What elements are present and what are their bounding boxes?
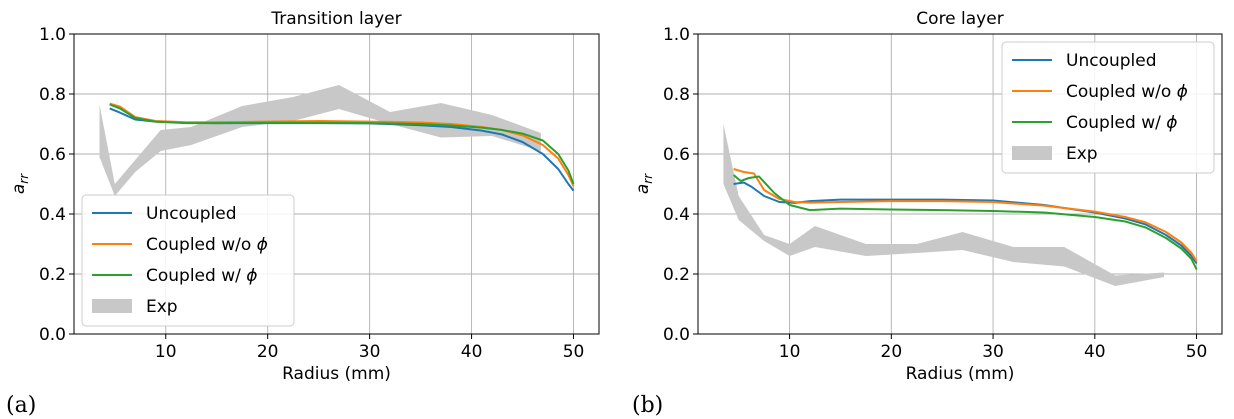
x-tick-label: 50 [563,342,585,362]
legend-label: Uncoupled [146,204,237,224]
series-band-exp [723,124,1164,286]
chart-panel-transition-layer: 10 20 30 40 50 0.0 0.2 0.4 0.6 0.8 1.0 Transition l… [9,9,600,384]
y-tick-label: 0.0 [39,325,66,345]
series-line-coupled-w [732,174,1198,270]
x-tick-label: 10 [779,342,801,362]
x-axis-label: Radius (mm) [906,364,1015,384]
x-tick-label: 50 [1186,342,1208,362]
series-line-uncoupled [733,181,1198,265]
series-band-exp [99,85,541,196]
panel-tag: (b) [632,393,663,418]
y-tick-label: 1.0 [39,25,66,45]
x-tick-label: 20 [881,342,903,362]
legend: Uncoupled Coupled w/o ϕ Coupled w/ ϕ Exp [81,194,295,327]
axes-frame [73,33,600,335]
chart-title: Transition layer [270,9,401,29]
series-line-coupled-w-o [733,168,1198,262]
legend-label: Coupled w/o ϕ [1066,82,1188,102]
y-tick-label: 1.0 [663,25,690,45]
plot-area [723,124,1198,286]
y-tick-label: 0.0 [663,325,690,345]
panel-tag: (a) [6,393,36,418]
legend-swatch-exp [92,299,132,313]
legend-label: Exp [146,297,178,317]
y-tick-label: 0.8 [663,85,690,105]
x-tick-label: 40 [1084,342,1106,362]
y-tick-label: 0.2 [39,265,66,285]
x-tick-label: 30 [359,342,381,362]
legend-swatch-exp [1012,146,1052,160]
legend: Uncoupled Coupled w/o ϕ Coupled w/ ϕ Exp [1001,41,1215,174]
x-tick-label: 10 [155,342,177,362]
y-tick-label: 0.4 [39,205,66,225]
y-tick-label: 0.8 [39,85,66,105]
y-axis-label: arr [633,173,655,194]
y-tick-label: 0.6 [39,145,66,165]
legend-label: Uncoupled [1066,51,1157,71]
y-axis-label: arr [9,173,31,194]
y-tick-label: 0.4 [663,205,690,225]
plot-area [99,85,575,196]
x-axis-label: Radius (mm) [282,364,391,384]
legend-label: Coupled w/o ϕ [146,235,268,255]
legend-label: Coupled w/ ϕ [1066,113,1177,133]
series-line-coupled-w [109,103,575,185]
legend-box [1001,41,1215,174]
legend-label: Coupled w/ ϕ [146,266,257,286]
x-tick-label: 30 [982,342,1004,362]
x-tick-label: 40 [461,342,483,362]
y-tick-label: 0.6 [663,145,690,165]
axes-frame [697,33,1223,335]
y-tick-label: 0.2 [663,265,690,285]
chart-title: Core layer [916,9,1003,29]
x-tick-label: 20 [257,342,279,362]
legend-box [81,194,295,327]
chart-panel-core-layer: 10 20 30 40 50 0.0 0.2 0.4 0.6 0.8 1.0 Core layer Ra… [633,9,1223,384]
legend-label: Exp [1066,144,1098,164]
